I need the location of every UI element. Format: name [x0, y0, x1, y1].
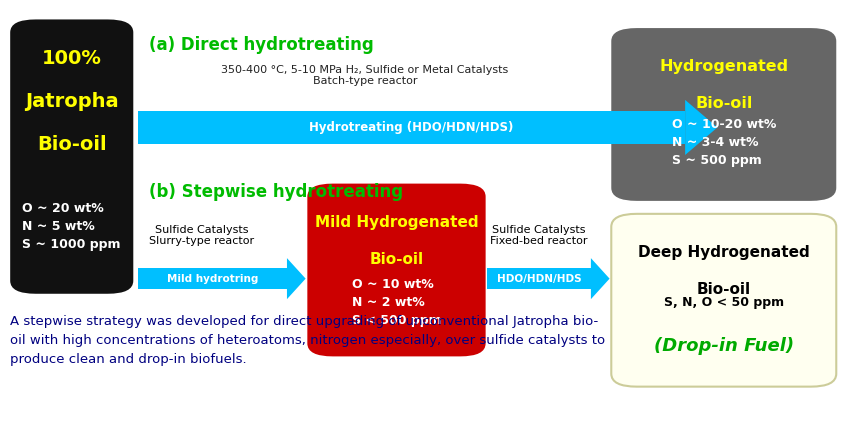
Polygon shape [138, 268, 287, 289]
Polygon shape [138, 111, 685, 143]
FancyBboxPatch shape [10, 19, 133, 294]
Text: Mild Hydrogenated: Mild Hydrogenated [315, 215, 478, 230]
Text: (b) Stepwise hydrotreating: (b) Stepwise hydrotreating [149, 183, 402, 201]
FancyBboxPatch shape [611, 28, 836, 201]
Text: Bio-oil: Bio-oil [695, 96, 752, 111]
Text: Sulfide Catalysts
Slurry-type reactor: Sulfide Catalysts Slurry-type reactor [149, 225, 255, 246]
Text: O ~ 10 wt%
N ~ 2 wt%
S < 500 ppm: O ~ 10 wt% N ~ 2 wt% S < 500 ppm [351, 278, 441, 327]
Text: Bio-oil: Bio-oil [697, 282, 751, 297]
Text: Hydrotreating (HDO/HDN/HDS): Hydrotreating (HDO/HDN/HDS) [309, 121, 514, 134]
Text: HDO/HDN/HDS: HDO/HDN/HDS [497, 273, 582, 284]
Polygon shape [685, 100, 717, 155]
Text: O ~ 20 wt%
N ~ 5 wt%
S ~ 1000 ppm: O ~ 20 wt% N ~ 5 wt% S ~ 1000 ppm [22, 202, 121, 251]
Text: Mild hydrotring: Mild hydrotring [166, 273, 258, 284]
Polygon shape [487, 268, 591, 289]
Text: A stepwise strategy was developed for direct upgrading of unconventional Jatroph: A stepwise strategy was developed for di… [10, 315, 605, 366]
Text: Bio-oil: Bio-oil [369, 252, 424, 267]
FancyBboxPatch shape [307, 184, 486, 356]
Text: (Drop-in Fuel): (Drop-in Fuel) [654, 337, 794, 355]
Text: Jatropha: Jatropha [25, 92, 119, 111]
Text: S, N, O < 50 ppm: S, N, O < 50 ppm [664, 296, 784, 309]
Text: Bio-oil: Bio-oil [37, 135, 107, 154]
Text: 350-400 °C, 5-10 MPa H₂, Sulfide or Metal Catalysts
Batch-type reactor: 350-400 °C, 5-10 MPa H₂, Sulfide or Meta… [222, 65, 509, 86]
Text: Deep Hydrogenated: Deep Hydrogenated [638, 245, 810, 260]
Polygon shape [591, 258, 610, 299]
Text: 100%: 100% [42, 49, 102, 68]
Text: Hydrogenated: Hydrogenated [659, 60, 789, 74]
FancyBboxPatch shape [611, 214, 836, 387]
Polygon shape [287, 258, 306, 299]
Text: (a) Direct hydrotreating: (a) Direct hydrotreating [149, 36, 374, 54]
Text: Sulfide Catalysts
Fixed-bed reactor: Sulfide Catalysts Fixed-bed reactor [491, 225, 588, 246]
Text: O ~ 10-20 wt%
N ~ 3-4 wt%
S ~ 500 ppm: O ~ 10-20 wt% N ~ 3-4 wt% S ~ 500 ppm [672, 118, 776, 167]
